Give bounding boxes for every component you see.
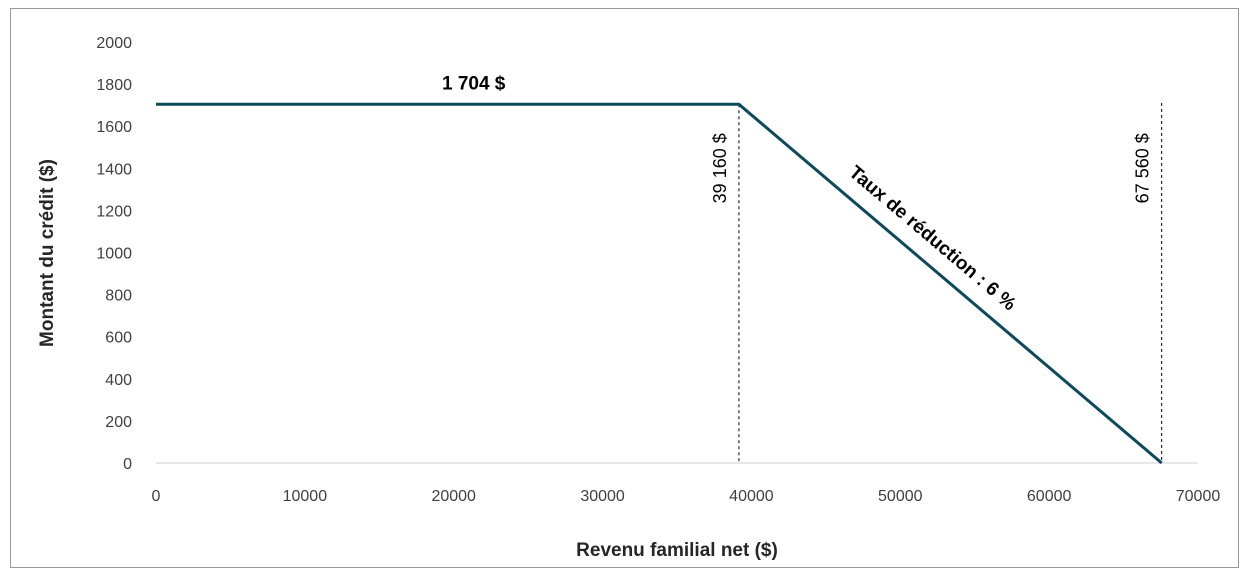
x-tick-label: 10000: [283, 488, 328, 505]
y-axis-ticks: 0 200 400 600 800 1000 1200 1400 1600 1800 2000: [96, 35, 132, 473]
x-tick-label: 30000: [580, 488, 625, 505]
series-group: [156, 104, 1162, 463]
y-tick-label: 0: [123, 456, 132, 473]
reference-line-label: 39 160 $: [710, 133, 730, 203]
x-tick-label: 50000: [878, 488, 923, 505]
credit-line: [156, 104, 1162, 463]
x-tick-label: 0: [152, 488, 161, 505]
y-tick-label: 1600: [96, 119, 132, 136]
reference-lines: 39 160 $ 67 560 $: [710, 103, 1162, 463]
y-tick-label: 400: [105, 372, 132, 389]
reference-line-label: 67 560 $: [1133, 133, 1153, 203]
x-axis-title: Revenu familial net ($): [576, 540, 778, 561]
x-tick-label: 20000: [431, 488, 476, 505]
y-tick-label: 600: [105, 330, 132, 347]
y-tick-label: 1800: [96, 77, 132, 94]
x-tick-label: 70000: [1176, 488, 1221, 505]
plateau-value-label: 1 704 $: [442, 73, 506, 94]
y-tick-label: 800: [105, 288, 132, 305]
y-tick-label: 1000: [96, 246, 132, 263]
y-tick-label: 2000: [96, 35, 132, 52]
y-tick-label: 1400: [96, 161, 132, 178]
x-tick-label: 40000: [729, 488, 774, 505]
y-axis-title: Montant du crédit ($): [37, 159, 58, 347]
y-tick-label: 200: [105, 414, 132, 431]
y-tick-label: 1200: [96, 203, 132, 220]
x-tick-label: 60000: [1027, 488, 1072, 505]
x-axis-ticks: 0 10000 20000 30000 40000 50000 60000 70000: [152, 488, 1221, 505]
reduction-rate-label: Taux de réduction : 6 %: [845, 162, 1020, 315]
